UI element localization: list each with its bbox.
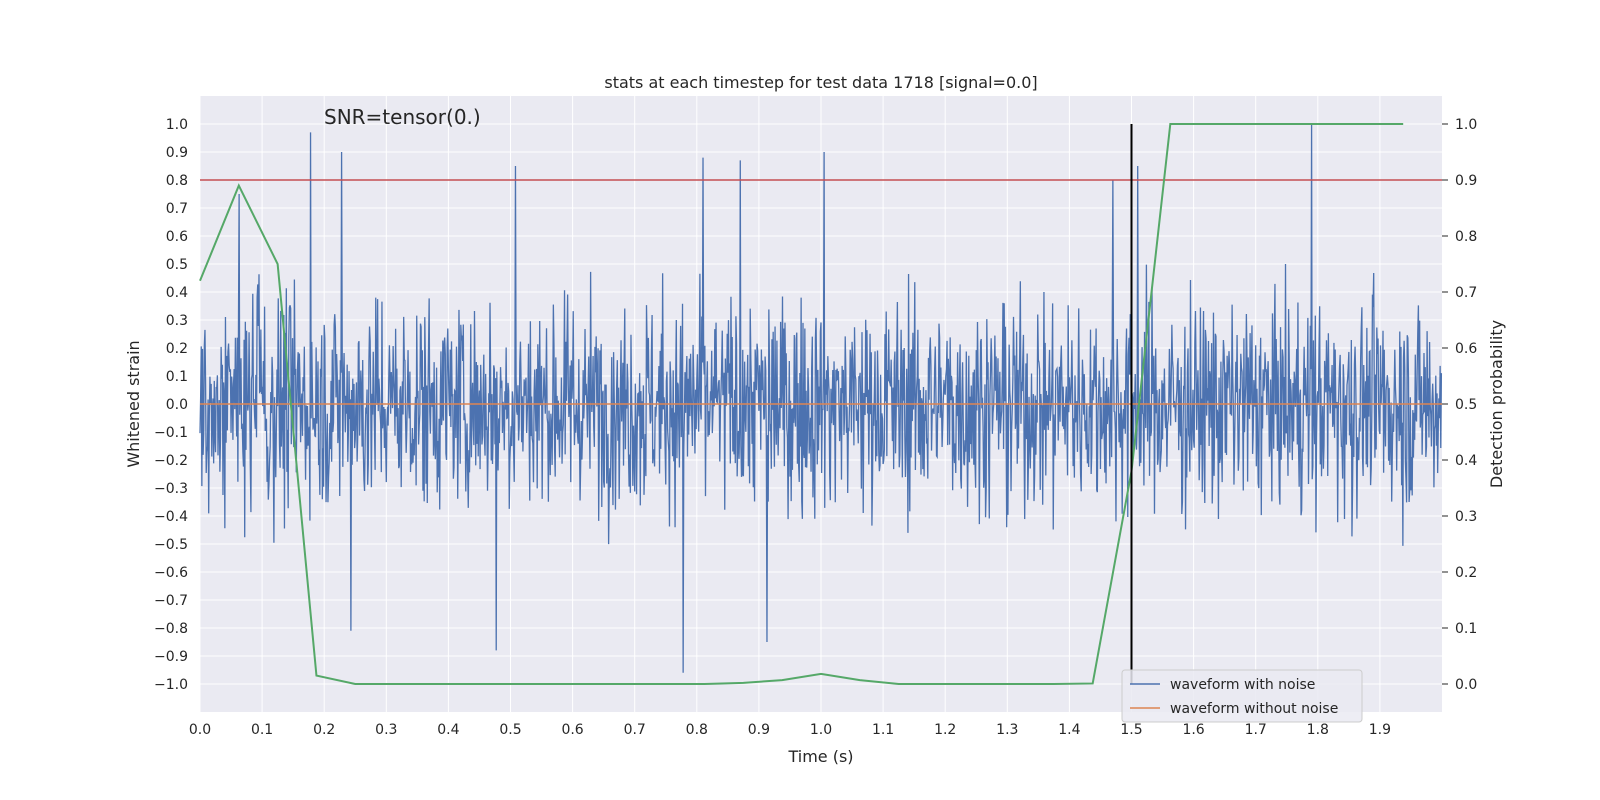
- y2-tick-label: 0.1: [1455, 621, 1477, 637]
- y-tick-label: 0.9: [166, 145, 188, 161]
- x-tick-label: 1.3: [996, 722, 1018, 738]
- y-tick-label: 0.1: [166, 369, 188, 385]
- x-tick-label: 0.4: [437, 722, 459, 738]
- y2-tick-label: 0.5: [1455, 397, 1477, 413]
- x-tick-label: 0.3: [375, 722, 397, 738]
- plot-layer: [199, 123, 1443, 685]
- x-tick-label: 1.9: [1369, 722, 1391, 738]
- y-tick-label: −0.7: [154, 593, 188, 609]
- y-tick-label: 0.6: [166, 229, 188, 245]
- legend-box: [1121, 669, 1363, 723]
- y2-tick-label: 0.7: [1455, 285, 1477, 301]
- x-tick-label: 1.1: [872, 722, 894, 738]
- y2-tick-label: 0.4: [1455, 453, 1477, 469]
- y-tick-label: 0.2: [166, 341, 188, 357]
- y2-tick-label: 1.0: [1455, 117, 1477, 133]
- y-tick-label: 0.8: [166, 173, 188, 189]
- y-tick-label: −0.5: [154, 537, 188, 553]
- y-tick-label: −0.9: [154, 649, 188, 665]
- snr-annotation: SNR=tensor(0.): [324, 105, 481, 129]
- ticks: 0.0 0.1 0.2 0.3 0.4 0.5 0.6 0.7 0.8 0.9 1.0 1.1 1.2 1…: [154, 117, 1477, 738]
- y-tick-label: −0.1: [154, 425, 188, 441]
- legend-label-with-noise: waveform with noise: [1170, 677, 1315, 693]
- x-tick-label: 0.9: [748, 722, 770, 738]
- x-tick-label: 0.6: [561, 722, 583, 738]
- x-tick-label: 1.6: [1182, 722, 1204, 738]
- x-tick-label: 0.0: [189, 722, 211, 738]
- y-tick-label: 0.7: [166, 201, 188, 217]
- x-tick-label: 0.2: [313, 722, 335, 738]
- y-tick-label: 0.3: [166, 313, 188, 329]
- y-tick-label: −0.8: [154, 621, 188, 637]
- y2-tick-label: 0.9: [1455, 173, 1477, 189]
- y2-tick-label: 0.0: [1455, 677, 1477, 693]
- y2-axis-label: Detection probability: [1487, 320, 1506, 488]
- x-axis-label: Time (s): [787, 747, 853, 766]
- y-tick-label: 0.5: [166, 257, 188, 273]
- x-tick-label: 1.0: [810, 722, 832, 738]
- y-tick-label: −0.2: [154, 453, 188, 469]
- y-tick-label: 1.0: [166, 117, 188, 133]
- x-tick-label: 0.7: [624, 722, 646, 738]
- x-tick-label: 1.7: [1245, 722, 1267, 738]
- y2-tick-label: 0.6: [1455, 341, 1477, 357]
- x-tick-label: 1.4: [1058, 722, 1080, 738]
- x-tick-label: 0.1: [251, 722, 273, 738]
- legend-label-without-noise: waveform without noise: [1170, 701, 1338, 717]
- x-tick-label: 0.5: [499, 722, 521, 738]
- detection-probability-line: [199, 123, 1404, 685]
- waveform-with-noise-line: [199, 123, 1443, 673]
- y2-tick-label: 0.8: [1455, 229, 1477, 245]
- x-tick-label: 1.8: [1307, 722, 1329, 738]
- y-axis-label: Whitened strain: [124, 340, 143, 467]
- y2-tick-label: 0.2: [1455, 565, 1477, 581]
- y-tick-label: −0.6: [154, 565, 188, 581]
- y2-tick-label: 0.3: [1455, 509, 1477, 525]
- y-tick-label: −0.4: [154, 509, 188, 525]
- y-tick-label: 0.4: [166, 285, 188, 301]
- legend: waveform with noise waveform without noi…: [1121, 669, 1363, 723]
- x-tick-label: 1.2: [934, 722, 956, 738]
- chart-title: stats at each timestep for test data 171…: [604, 73, 1037, 92]
- x-tick-label: 0.8: [686, 722, 708, 738]
- y-tick-label: 0.0: [166, 397, 188, 413]
- x-tick-label: 1.5: [1120, 722, 1142, 738]
- y-tick-label: −0.3: [154, 481, 188, 497]
- y-tick-label: −1.0: [154, 677, 188, 693]
